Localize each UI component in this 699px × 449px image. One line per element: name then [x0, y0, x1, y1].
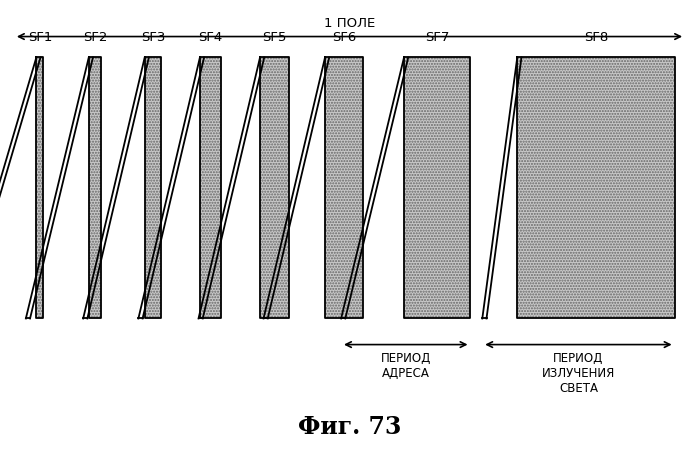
Polygon shape	[325, 57, 363, 318]
Text: SF3: SF3	[141, 31, 165, 44]
Polygon shape	[404, 57, 470, 318]
Text: ПЕРИОД
ИЗЛУЧЕНИЯ
СВЕТА: ПЕРИОД ИЗЛУЧЕНИЯ СВЕТА	[542, 352, 615, 396]
Polygon shape	[260, 57, 289, 318]
Text: Фиг. 73: Фиг. 73	[298, 414, 401, 439]
Text: SF8: SF8	[584, 31, 608, 44]
Polygon shape	[89, 57, 101, 318]
Text: SF5: SF5	[263, 31, 287, 44]
Polygon shape	[517, 57, 675, 318]
Polygon shape	[200, 57, 221, 318]
Text: ПЕРИОД
АДРЕСА: ПЕРИОД АДРЕСА	[380, 352, 431, 380]
Text: 1 ПОЛЕ: 1 ПОЛЕ	[324, 17, 375, 30]
Polygon shape	[36, 57, 43, 318]
Text: SF4: SF4	[199, 31, 222, 44]
Text: SF1: SF1	[28, 31, 52, 44]
Text: SF2: SF2	[83, 31, 107, 44]
Text: SF6: SF6	[332, 31, 356, 44]
Text: SF7: SF7	[425, 31, 449, 44]
Polygon shape	[145, 57, 161, 318]
